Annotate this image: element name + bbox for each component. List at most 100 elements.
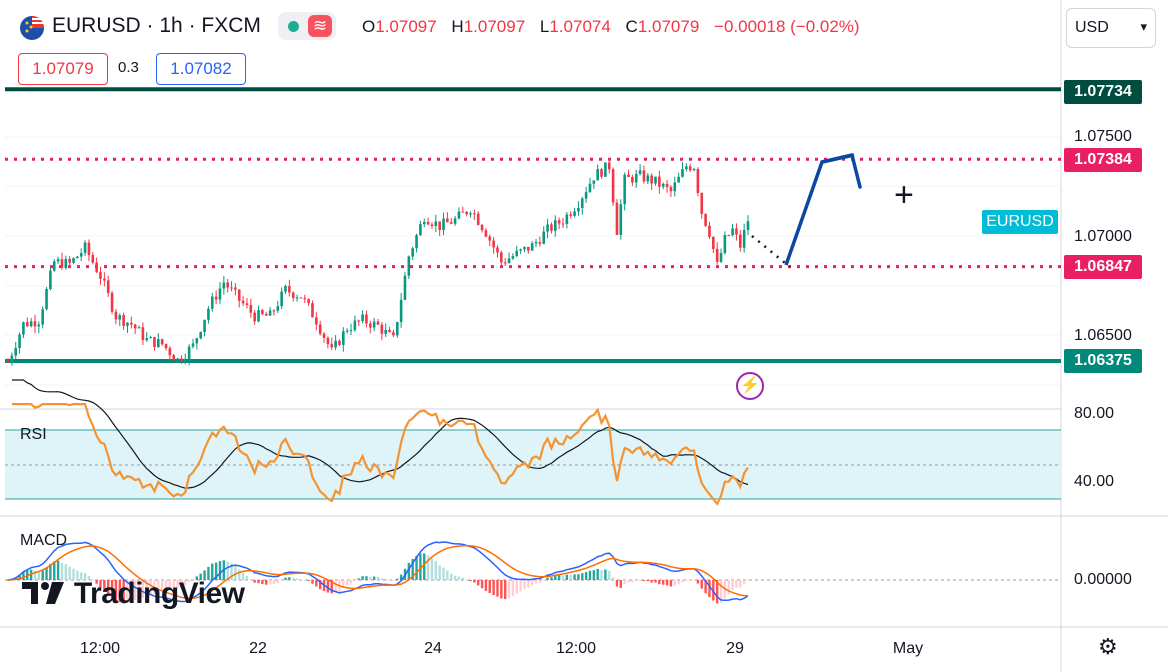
candle-body [284,286,287,292]
sell-price-button[interactable]: 1.07079 [18,53,108,85]
macd-hist-bar [696,580,700,584]
candle-body [45,288,48,310]
macd-hist-bar [53,561,56,580]
forecast-arrow-line[interactable] [784,153,855,266]
macd-hist-bar [669,580,673,587]
macd-hist-bar [292,577,295,580]
candle-body [56,259,60,262]
macd-hist-bar [596,568,599,580]
candle-body [22,322,25,335]
candle-body [103,278,106,281]
forecast-arrowhead [820,153,862,189]
candle-body [91,255,95,263]
candle-body [480,224,484,231]
level-price-label[interactable]: 1.06375 [1064,349,1142,373]
macd-hist-bar [295,578,299,580]
macd-title[interactable]: MACD [20,532,68,549]
candle-body [538,242,542,244]
symbol-price-tag[interactable]: EURUSD [982,210,1058,234]
macd-hist-bar [87,575,91,580]
macd-hist-bar [658,580,661,585]
timeframe-label[interactable]: 1h [159,14,183,37]
macd-hist-bar [588,570,592,580]
candle-body [180,358,183,362]
macd-hist-bar [569,574,572,580]
candle-body [25,322,29,327]
macd-hist-bar [14,577,17,580]
currency-selector[interactable]: USD ▾ [1066,8,1156,48]
macd-hist-bar [369,576,372,580]
candle-body [658,176,661,187]
candle-body [473,213,476,215]
candle-body [696,169,700,193]
candle-body [415,235,418,249]
rsi-title[interactable]: RSI [20,426,47,443]
candle-body [183,358,187,362]
tradingview-logo[interactable]: TradingView [22,577,245,611]
tradingview-logo-icon [22,582,64,604]
candle-body [303,298,307,300]
candle-body [588,183,592,193]
macd-hist-bar [557,575,561,580]
candle-body [372,321,376,328]
macd-hist-bar [365,576,368,580]
macd-hist-bar [565,574,569,580]
macd-hist-bar [253,580,256,583]
candle-body [29,321,33,327]
level-price-label[interactable]: 1.07384 [1064,148,1142,172]
low-label: L [539,17,550,36]
macd-hist-bar [415,555,418,580]
candle-body [338,340,341,345]
candle-body [261,310,264,314]
macd-hist-bar [83,572,87,580]
candle-body [627,174,630,178]
macd-hist-bar [315,580,318,587]
macd-hist-bar [411,558,414,580]
buy-price-button[interactable]: 1.07082 [156,53,246,85]
candle-body [426,221,430,225]
candle-body [488,236,492,241]
level-price-label[interactable]: 1.06847 [1064,255,1142,279]
macd-hist-bar [650,580,653,583]
macd-hist-bar [376,576,380,580]
symbol-title[interactable]: EURUSD · 1h · FXCM [52,14,261,38]
candle-body [623,174,626,205]
macd-hist-bar [199,573,202,580]
candle-body [257,310,260,322]
level-price-label[interactable]: 1.07734 [1064,80,1142,104]
candle-body [6,362,10,363]
candle-body [79,253,83,257]
settings-icon[interactable]: ⚙ [1098,634,1118,659]
macd-hist-bar [384,578,387,580]
candle-body [700,192,704,214]
price-tick: 1.07000 [1074,228,1132,245]
macd-hist-bar [654,580,657,583]
macd-hist-bar [662,580,665,585]
macd-hist-bar [434,560,438,580]
candle-body [731,228,734,236]
macd-hist-bar [623,580,626,585]
candle-body [172,355,176,361]
bolt-event-icon[interactable]: ⚡ [736,372,764,400]
candle-body [507,258,511,263]
candle-body [422,221,426,225]
level-lines [5,87,1061,363]
symbol-name[interactable]: EURUSD [52,14,141,37]
macd-hist-bar [465,579,468,581]
macd-hist-bar [168,580,172,589]
data-delay-wave-icon[interactable]: ≋ [308,15,332,37]
time-axis[interactable]: 12:00 22 24 12:00 29 May [80,640,923,657]
candle-body [64,258,68,269]
macd-hist-bar [230,563,233,580]
forecast-drawing[interactable] [751,153,862,268]
market-status-pill[interactable]: ≋ [278,12,336,40]
macd-hist-bar [372,576,376,580]
macd-hist-bar [442,567,445,580]
candle-body [95,262,98,273]
macd-hist-bar [191,579,195,580]
candle-body [191,343,195,347]
candle-body [611,169,615,203]
macd-hist-bar [480,580,484,589]
macd-hist-bar [145,580,148,597]
